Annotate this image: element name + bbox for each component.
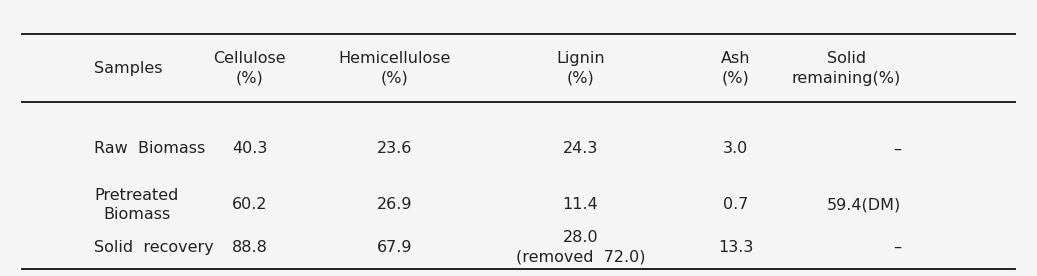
Text: 28.0
(removed  72.0): 28.0 (removed 72.0) <box>515 230 645 265</box>
Text: Samples: Samples <box>94 61 163 76</box>
Text: Cellulose
(%): Cellulose (%) <box>214 51 286 86</box>
Text: 59.4(DM): 59.4(DM) <box>826 197 901 213</box>
Text: 13.3: 13.3 <box>718 240 753 255</box>
Text: Solid  recovery: Solid recovery <box>94 240 215 255</box>
Text: 0.7: 0.7 <box>723 197 749 213</box>
Text: Raw  Biomass: Raw Biomass <box>94 141 205 156</box>
Text: 11.4: 11.4 <box>563 197 598 213</box>
Text: 26.9: 26.9 <box>376 197 412 213</box>
Text: Solid
remaining(%): Solid remaining(%) <box>792 51 901 86</box>
Text: 88.8: 88.8 <box>231 240 268 255</box>
Text: Lignin
(%): Lignin (%) <box>556 51 605 86</box>
Text: 24.3: 24.3 <box>563 141 598 156</box>
Text: 23.6: 23.6 <box>376 141 412 156</box>
Text: Pretreated
Biomass: Pretreated Biomass <box>94 187 178 222</box>
Text: 40.3: 40.3 <box>232 141 268 156</box>
Text: Ash
(%): Ash (%) <box>721 51 751 86</box>
Text: 3.0: 3.0 <box>723 141 749 156</box>
Text: –: – <box>893 141 901 156</box>
Text: Hemicellulose
(%): Hemicellulose (%) <box>338 51 451 86</box>
Text: –: – <box>893 240 901 255</box>
Text: 60.2: 60.2 <box>232 197 268 213</box>
Text: 67.9: 67.9 <box>376 240 412 255</box>
